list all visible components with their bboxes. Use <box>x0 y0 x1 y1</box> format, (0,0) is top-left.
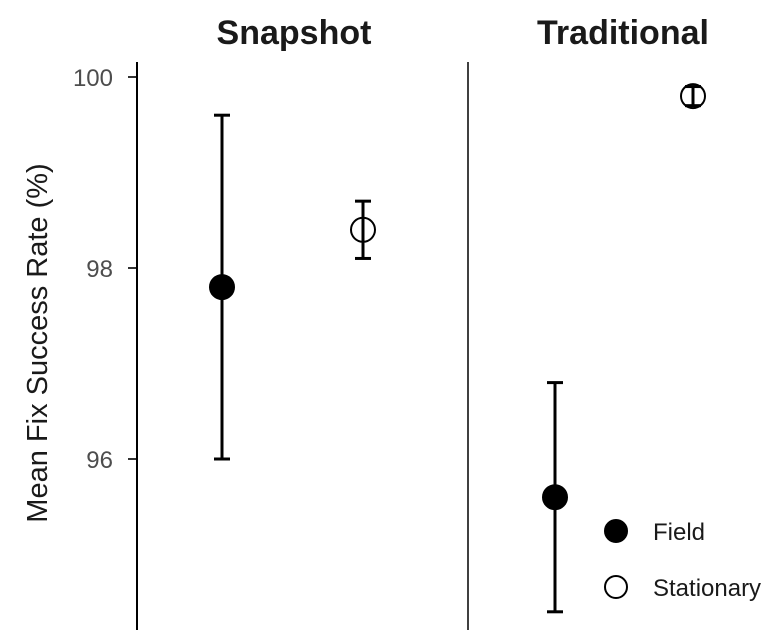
point-traditional-stationary <box>680 83 706 110</box>
point-snapshot-stationary <box>350 216 376 243</box>
y-axis-title: Mean Fix Success Rate (%) <box>22 163 54 522</box>
legend: Field Stationary <box>604 519 761 602</box>
panel-title-snapshot: Snapshot <box>217 14 372 52</box>
legend-key-field <box>604 519 628 543</box>
legend-label-stationary: Stationary <box>653 575 761 602</box>
y-tick-label-98: 98 <box>86 256 113 283</box>
y-tick-label-96: 96 <box>86 447 113 474</box>
point-traditional-field <box>542 484 568 511</box>
panel-title-traditional: Traditional <box>537 14 709 52</box>
y-tick-label-100: 100 <box>73 65 113 92</box>
legend-label-field: Field <box>653 519 705 546</box>
point-snapshot-field <box>209 274 235 301</box>
data-marks <box>209 83 706 614</box>
legend-key-stationary <box>604 575 628 599</box>
